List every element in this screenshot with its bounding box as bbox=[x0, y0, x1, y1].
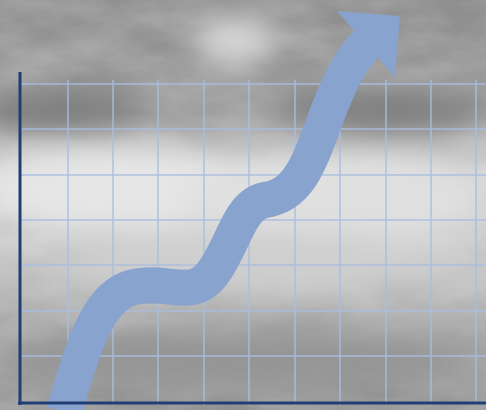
arrow-shaft bbox=[46, 29, 382, 410]
cloud bbox=[195, 18, 275, 62]
arrow-head bbox=[337, 11, 400, 77]
clouds bbox=[0, 18, 486, 390]
axes bbox=[18, 72, 486, 405]
cloud-shadow bbox=[0, 90, 140, 130]
rising-arrow bbox=[46, 11, 400, 410]
cloud-shadow bbox=[270, 88, 486, 132]
cloud-shadow bbox=[0, 330, 480, 390]
grid bbox=[20, 80, 486, 405]
